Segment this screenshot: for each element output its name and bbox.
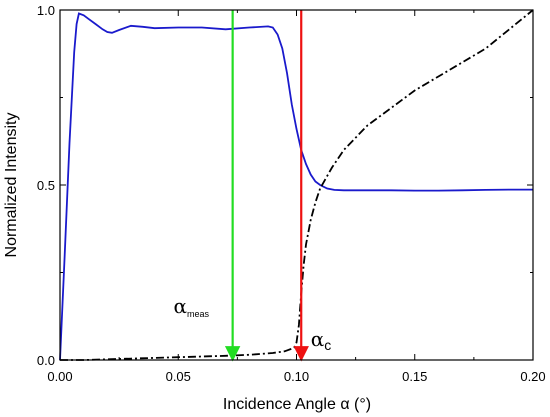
x-tick-label: 0.10 [284,369,309,384]
y-tick-label: 1.0 [37,3,55,18]
series-line-2 [60,9,534,361]
annotation-label-meas: αmeas [174,294,210,319]
series-line-1 [59,12,533,361]
y-tick-label: 0.5 [37,178,55,193]
plot-area: αmeas αc [59,9,534,362]
y-axis-title: Normalized Intensity [3,113,20,258]
axes: 0.00 0.05 0.10 0.15 0.20 0.0 0.5 1.0 [37,3,546,384]
y-tick-label: 0.0 [37,353,55,368]
plot-frame [59,9,534,361]
x-tick-label: 0.00 [47,369,72,384]
annotation-label-c: αc [311,327,332,353]
x-tick-label: 0.05 [166,369,191,384]
x-tick-label: 0.15 [402,369,427,384]
x-axis-title: Incidence Angle α (°) [223,396,371,413]
x-tick-label: 0.20 [520,369,545,384]
